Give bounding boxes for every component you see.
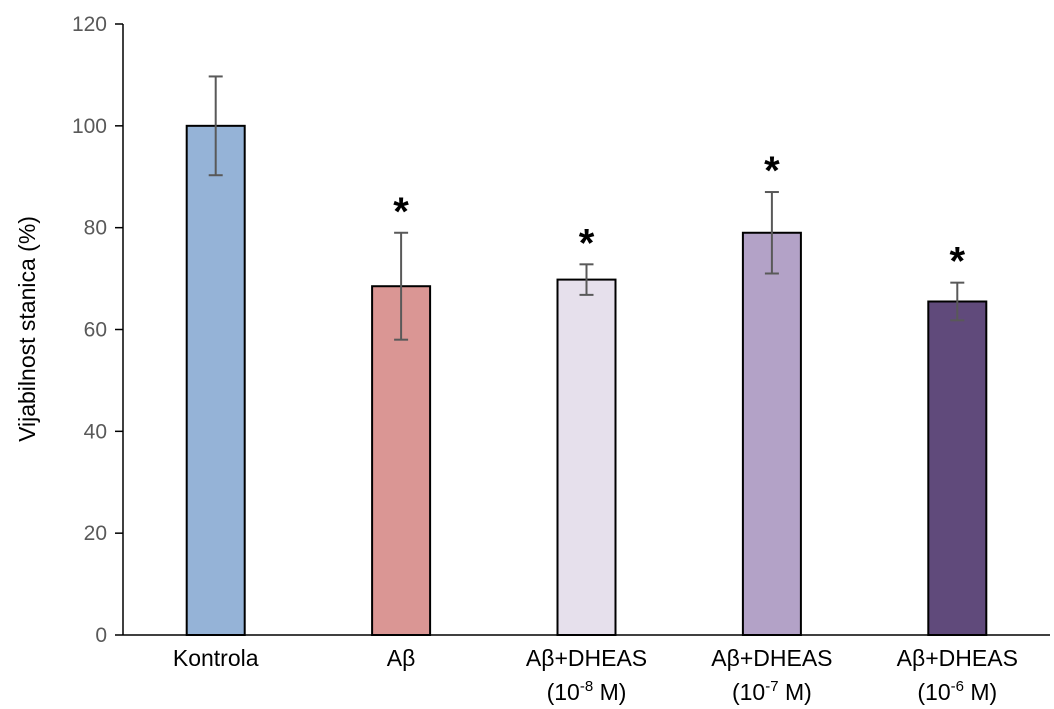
significance-asterisk: *	[579, 221, 595, 265]
y-axis-title: Vijabilnost stanica (%)	[14, 216, 40, 442]
y-tick-label: 20	[84, 522, 107, 545]
bar	[371, 285, 432, 636]
x-category-label: Aβ+DHEAS	[897, 645, 1018, 671]
x-category-label-line2: (10-6 M)	[917, 678, 997, 705]
error-bar	[579, 263, 594, 296]
error-bars	[208, 75, 965, 341]
bar	[741, 231, 802, 636]
x-category-label: Aβ+DHEAS	[526, 645, 647, 671]
y-tick-label: 120	[72, 13, 107, 36]
y-tick-label: 80	[84, 217, 107, 240]
x-category-label: Aβ+DHEAS	[711, 645, 832, 671]
significance-marks: * * * *	[393, 149, 965, 284]
error-bar	[208, 75, 223, 177]
bar	[185, 124, 246, 636]
bar	[927, 300, 988, 636]
bar	[556, 278, 617, 636]
error-bar	[950, 281, 965, 322]
x-category-label-line2: (10-8 M)	[547, 678, 627, 705]
y-tick-label: 100	[72, 115, 107, 138]
x-category-label: Kontrola	[173, 645, 259, 671]
x-axis-labels: Kontrola Aβ Aβ+DHEAS (10-8 M) Aβ+DHEAS (10-7 …	[173, 645, 1018, 705]
significance-asterisk: *	[764, 149, 780, 193]
significance-asterisk: *	[950, 240, 966, 284]
x-category-label-line2: (10-7 M)	[732, 678, 812, 705]
error-bar	[764, 191, 779, 275]
y-tick-label: 0	[95, 624, 107, 647]
x-category-label: Aβ	[387, 645, 416, 671]
y-axis: 0 20 40 60 80 100 120	[72, 13, 124, 647]
error-bar	[394, 231, 409, 341]
significance-asterisk: *	[393, 190, 409, 234]
bars	[185, 124, 988, 636]
y-tick-label: 40	[84, 420, 107, 443]
y-tick-label: 60	[84, 319, 107, 342]
